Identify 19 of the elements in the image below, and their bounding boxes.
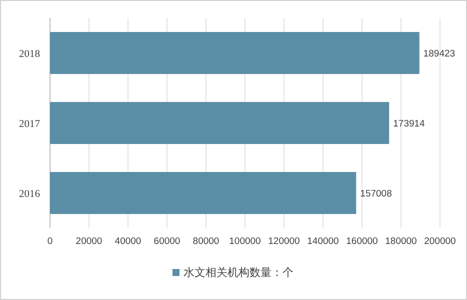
x-tick-label: 20000 [76, 236, 102, 247]
x-tick-label: 200000 [424, 236, 456, 247]
x-tick-label: 60000 [154, 236, 180, 247]
data-label: 157008 [360, 188, 392, 200]
y-tick-label: 2018 [19, 49, 40, 60]
data-label: 173914 [393, 118, 425, 130]
legend-label: 水文相关机构数量：个 [184, 266, 294, 279]
x-tick-label: 40000 [114, 236, 142, 247]
x-tick-label: 180000 [385, 236, 417, 247]
data-label: 189423 [423, 48, 456, 60]
x-tick-label: 0 [47, 236, 53, 247]
y-tick-label: 2017 [19, 119, 40, 130]
x-tick-label: 160000 [346, 236, 378, 247]
x-tick-label: 100000 [229, 236, 261, 247]
x-tick-label: 140000 [307, 236, 339, 247]
legend: 水文相关机构数量：个 [172, 267, 294, 279]
x-tick-label: 80000 [192, 236, 220, 247]
y-tick-label: 2016 [19, 189, 40, 200]
x-tick-label: 120000 [268, 236, 300, 247]
